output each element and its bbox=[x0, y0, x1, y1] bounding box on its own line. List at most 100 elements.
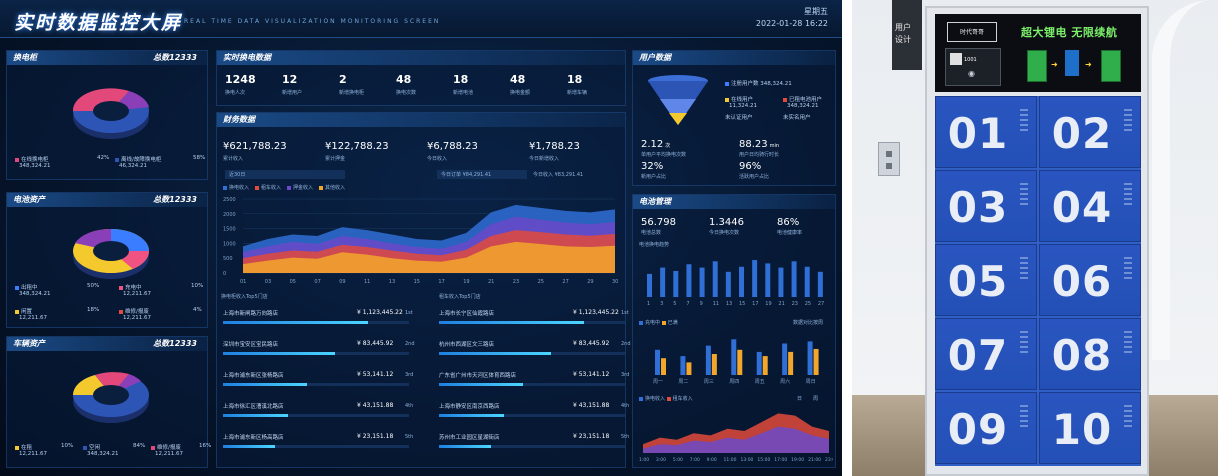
dashboard-title: 实时数据监控大屏 bbox=[14, 12, 183, 34]
store-bar-fill bbox=[223, 352, 335, 355]
battery-illustration-3 bbox=[1101, 50, 1121, 82]
vehicles-legend-1-value: 12,211.67 bbox=[19, 451, 47, 457]
battery-stat-label: 电池健康率 bbox=[777, 230, 803, 236]
filter-range[interactable]: 近30日 bbox=[225, 170, 345, 179]
chart2-right[interactable]: 数据对比按周 bbox=[793, 320, 824, 326]
batteries-legend-1-value: 348,324.21 bbox=[19, 291, 51, 297]
chart3-tab-day[interactable]: 日 bbox=[797, 396, 803, 402]
users-metric-value: 96% bbox=[739, 161, 762, 172]
realtime-stat-label: 新增车辆 bbox=[567, 90, 588, 96]
chart3-tab-week[interactable]: 周 bbox=[813, 396, 819, 402]
y-tick-label: 500 bbox=[223, 256, 233, 262]
x-tick-label: 23:00 bbox=[825, 457, 833, 463]
battery-stat-label: 电池总数 bbox=[641, 230, 662, 236]
users-metric-value: 88.23 min bbox=[739, 139, 780, 150]
store-name: 上海市新闸路万向路店 bbox=[223, 311, 279, 317]
weekly-bar bbox=[737, 349, 743, 375]
door-vent bbox=[1124, 109, 1132, 133]
realtime-stat-value: 48 bbox=[510, 73, 526, 86]
locker-door-04[interactable]: 04 bbox=[1039, 170, 1141, 242]
finance-panel: 财务数据 ¥621,788.23 累计收入 ¥122,788.23 累计押金 ¥6,78… bbox=[216, 112, 631, 468]
realtime-stat-value: 48 bbox=[396, 73, 412, 86]
locker-door-01[interactable]: 01 bbox=[935, 96, 1037, 168]
trend-bar bbox=[699, 267, 705, 297]
locker-door-09[interactable]: 09 bbox=[935, 392, 1037, 464]
trend-bar bbox=[647, 273, 652, 297]
cabinet-photo: 用户 设计 时代哥哥 1001 ◉ 超大锂电 无限续航 ➜ ➜ 01 02 03 04… bbox=[852, 0, 1218, 476]
store-rank: 3rd bbox=[405, 372, 414, 378]
x-tick-label: 07 bbox=[314, 279, 320, 285]
arch-frame bbox=[1152, 0, 1218, 360]
store-value: ¥ 53,141.12 bbox=[357, 371, 394, 378]
x-tick-label: 周六 bbox=[780, 378, 790, 385]
weekly-bar bbox=[807, 341, 813, 375]
datetime: 2022-01-28 16:22 bbox=[755, 19, 828, 28]
locker-door-02[interactable]: 02 bbox=[1039, 96, 1141, 168]
batteries-title: 电池资产 bbox=[13, 195, 45, 204]
x-tick-label: 3:00 bbox=[656, 457, 666, 463]
users-funnel bbox=[648, 75, 708, 125]
stations-donut bbox=[72, 88, 149, 139]
dashboard-screenshot: 实时数据监控大屏 REAL TIME DATA VISUALIZATION MO… bbox=[0, 0, 842, 476]
arrow-icon-2: ➜ bbox=[1085, 60, 1092, 69]
locker-door-number: 04 bbox=[1051, 183, 1113, 232]
store-value: ¥ 53,141.12 bbox=[573, 371, 610, 378]
store-value: ¥ 1,123,445.22 bbox=[357, 309, 403, 316]
poster-line-2: 设计 bbox=[895, 35, 911, 44]
battery-mgmt-title: 电池管理 bbox=[633, 195, 835, 209]
filter-orders[interactable]: 今日订单 ¥84,291.41 bbox=[437, 170, 527, 179]
vehicles-legend-2-pct: 84% bbox=[133, 443, 146, 449]
vehicles-legend-3-pct: 16% bbox=[199, 443, 212, 449]
trend-bar bbox=[778, 267, 784, 297]
x-tick-label: 周四 bbox=[729, 379, 739, 385]
hourly-area-1 bbox=[643, 426, 829, 453]
finance-total-value: ¥621,788.23 bbox=[223, 141, 287, 152]
store-bar-fill bbox=[223, 414, 289, 417]
locker-door-06[interactable]: 06 bbox=[1039, 244, 1141, 316]
vehicles-title: 车辆资产 bbox=[13, 339, 45, 348]
trend-bar bbox=[673, 270, 679, 297]
users-legend-1: 注册用户数 348,324.21 bbox=[725, 79, 792, 87]
x-tick-label: 周五 bbox=[755, 379, 765, 385]
x-tick-label: 25 bbox=[538, 279, 544, 285]
x-tick-label: 13:00 bbox=[740, 457, 753, 463]
store-bar-fill bbox=[439, 383, 523, 386]
locker-door-10[interactable]: 10 bbox=[1039, 392, 1141, 464]
store-bar-track bbox=[223, 352, 409, 355]
filter-income[interactable]: 今日收入 ¥83,291.41 bbox=[533, 172, 584, 178]
x-tick-label: 25 bbox=[805, 301, 811, 307]
x-tick-label: 17 bbox=[438, 279, 444, 285]
store-name: 上海市长宁区仙霞路店 bbox=[439, 311, 495, 317]
battery-illustration-2 bbox=[1065, 50, 1079, 76]
battery-trend-bar-chart: 1 3 5 7 9 11 13 15 17 19 21 23 25 27 bbox=[647, 260, 824, 307]
batteries-legend-2-pct: 10% bbox=[191, 283, 204, 289]
batteries-panel-title: 电池资产 总数12333 bbox=[7, 193, 207, 207]
poster-line-1: 用户 bbox=[895, 23, 911, 32]
batteries-legend-3: 闲置 bbox=[15, 307, 32, 315]
users-panel: 用户数据 注册用户数 348,324.21 在线用户 11,324.21 已租电… bbox=[632, 50, 836, 186]
store-name: 上海市徐汇区漕溪北路店 bbox=[223, 404, 284, 410]
door-vent bbox=[1124, 257, 1132, 281]
finance-legend-item: 其他收入 bbox=[319, 184, 345, 191]
store-value: ¥ 43,151.88 bbox=[573, 402, 610, 409]
x-tick-label: 11 bbox=[364, 279, 370, 285]
area-series-0 bbox=[243, 241, 615, 273]
weekly-bar bbox=[813, 348, 819, 375]
locker-door-08[interactable]: 08 bbox=[1039, 318, 1141, 390]
screen-id: 1001 bbox=[964, 57, 977, 63]
locker-door-05[interactable]: 05 bbox=[935, 244, 1037, 316]
x-tick-label: 21 bbox=[488, 279, 494, 285]
door-vent bbox=[1020, 183, 1028, 207]
locker-door-03[interactable]: 03 bbox=[935, 170, 1037, 242]
right-list-title: 租车收入Top5门店 bbox=[439, 294, 481, 300]
trend-bar bbox=[791, 261, 797, 297]
locker-door-number: 05 bbox=[947, 257, 1009, 306]
x-tick-label: 周二 bbox=[678, 379, 688, 385]
finance-legend-item: 租车收入 bbox=[255, 184, 281, 191]
x-tick-label: 7:00 bbox=[690, 457, 700, 463]
users-metric-label: 单用户平均换电次数 bbox=[641, 152, 687, 158]
locker-door-07[interactable]: 07 bbox=[935, 318, 1037, 390]
vehicles-legend-3-value: 12,211.67 bbox=[155, 451, 183, 457]
locker-door-number: 02 bbox=[1051, 109, 1113, 158]
store-bar-fill bbox=[223, 383, 307, 386]
